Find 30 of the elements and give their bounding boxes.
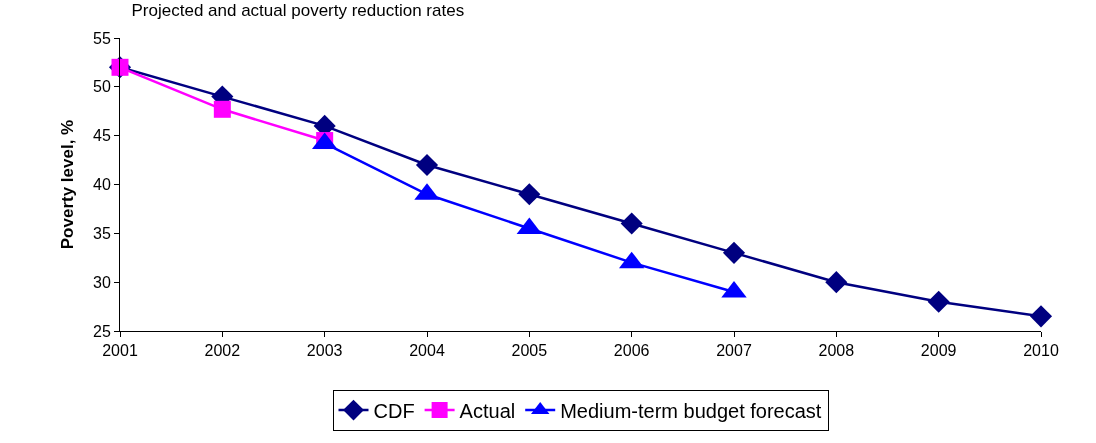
point [415, 153, 439, 177]
x-tick-label: 2008 [818, 342, 855, 360]
x-tick-label: 2004 [409, 342, 445, 360]
x-tick-label: 2010 [1023, 342, 1059, 360]
point [620, 212, 643, 235]
y-axis-title: Poverty level, % [57, 119, 77, 250]
point [1029, 305, 1053, 328]
y-tick-label: 35 [93, 224, 111, 242]
x-tick-label: 2006 [613, 342, 650, 360]
x-tick-label: 2003 [306, 342, 343, 360]
legend-label: CDF [373, 399, 415, 422]
y-tick-label: 25 [93, 322, 111, 340]
chart-title: Projected and actual poverty reduction rates [131, 1, 465, 21]
x-tick-label: 2005 [511, 342, 548, 360]
point [722, 241, 746, 264]
point [825, 271, 848, 294]
y-tick-label: 40 [93, 176, 111, 194]
legend-label: Medium-term budget forecast [560, 399, 822, 422]
point [518, 183, 541, 206]
legend-label: Actual [459, 399, 516, 422]
point [213, 100, 231, 118]
y-tick-label: 55 [93, 29, 111, 47]
x-tick-label: 2007 [716, 342, 752, 360]
point [927, 290, 950, 313]
y-tick-label: 45 [93, 127, 111, 145]
y-tick-label: 50 [93, 78, 111, 96]
y-tick-label: 30 [93, 273, 111, 291]
x-tick-label: 2001 [102, 342, 138, 360]
x-tick-label: 2002 [204, 342, 241, 360]
x-tick-label: 2009 [920, 342, 957, 360]
